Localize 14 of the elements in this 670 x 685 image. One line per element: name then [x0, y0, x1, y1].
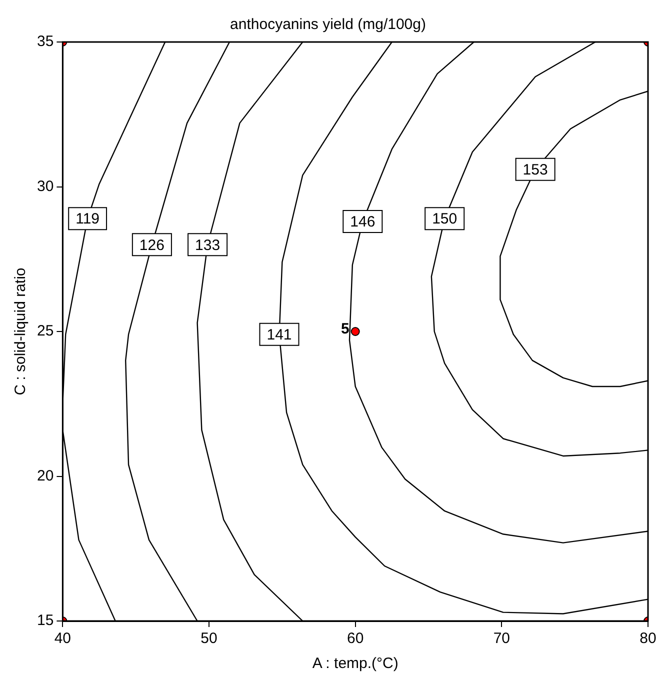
y-tick-label: 35 [36, 33, 54, 50]
y-tick-label: 30 [36, 178, 54, 195]
y-tick-label: 15 [36, 612, 54, 630]
x-tick-label: 40 [54, 630, 72, 648]
y-tick-label: 20 [36, 467, 54, 484]
x-axis-title: A : temp.(°C) [312, 655, 398, 672]
x-tick-label: 60 [347, 630, 364, 648]
annotation: 5 [341, 320, 350, 338]
x-tick-label: 70 [493, 630, 510, 648]
y-axis-title: C : solid-liquid ratio [12, 268, 30, 396]
x-tick-label: 50 [200, 630, 218, 648]
y-tick-label: 25 [36, 322, 54, 340]
chart-title: anthocyanins yield (mg/100g) [230, 16, 426, 34]
x-tick-label: 80 [640, 630, 656, 648]
